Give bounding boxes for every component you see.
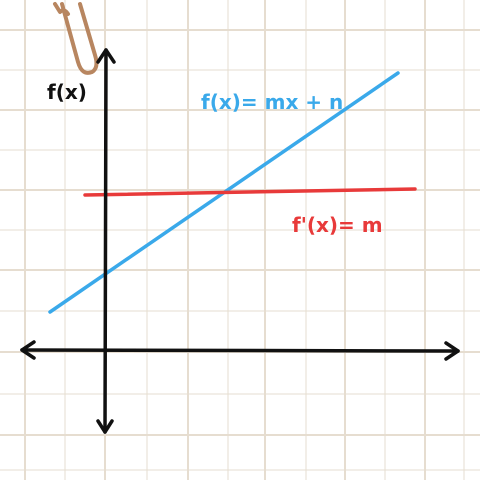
- y-axis-label: f(x): [47, 80, 87, 104]
- x-axis-line: [22, 350, 458, 351]
- function-label: f(x)= mx + n: [201, 90, 343, 114]
- y-axis-line: [105, 50, 106, 432]
- derivative-label: f'(x)= m: [292, 213, 383, 237]
